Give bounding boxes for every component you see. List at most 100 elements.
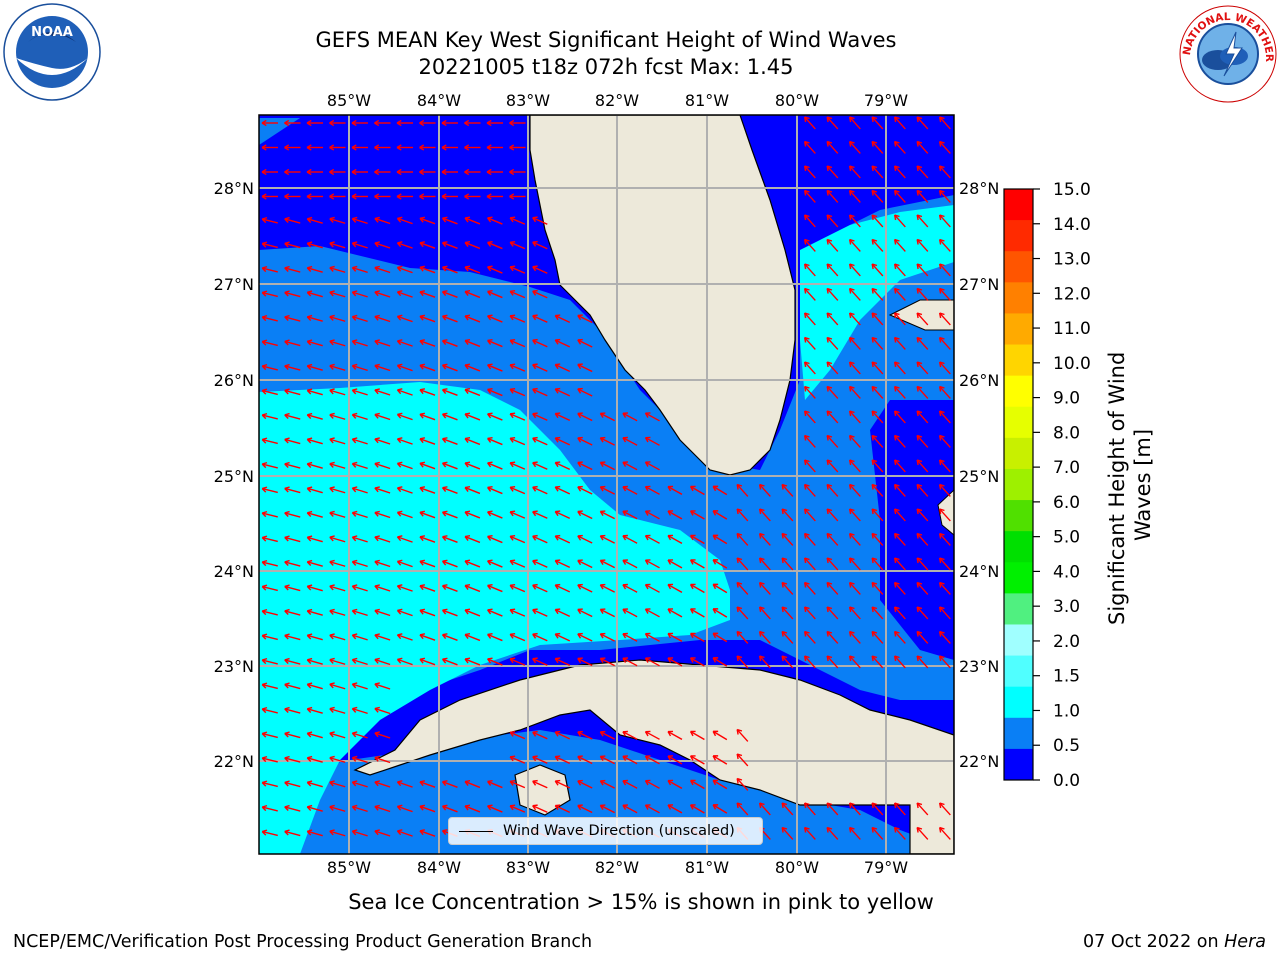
- wind-arrow-head: [284, 216, 290, 224]
- wind-arrow: [464, 511, 481, 519]
- wind-arrow-head: [803, 140, 810, 147]
- wind-arrow-head: [781, 606, 788, 613]
- wind-arrow-head: [781, 630, 788, 637]
- wind-arrow-head: [306, 510, 313, 517]
- wind-arrow-head: [374, 657, 380, 664]
- wind-arrow-head: [916, 655, 923, 662]
- wind-arrow: [939, 606, 951, 620]
- colorbar-segment: [1004, 189, 1033, 221]
- wind-arrow-head: [916, 802, 923, 809]
- wind-arrow-head: [803, 214, 810, 221]
- wind-arrow-head: [351, 241, 358, 248]
- wind-arrow-head: [419, 780, 426, 787]
- wind-arrow-head: [441, 535, 448, 542]
- wind-arrow: [916, 214, 929, 228]
- wind-arrow-head: [374, 144, 380, 151]
- wind-arrow-head: [329, 706, 335, 713]
- wind-arrow-head: [441, 339, 448, 346]
- wind-arrow-head: [554, 755, 561, 762]
- wind-arrow: [645, 657, 660, 667]
- wind-arrow: [600, 657, 615, 667]
- wind-arrow-head: [938, 459, 945, 466]
- wind-arrow: [262, 463, 278, 469]
- wind-arrow: [397, 242, 413, 249]
- chart-subtitle: 20221005 t18z 072h fcst Max: 1.45: [418, 55, 794, 79]
- wind-arrow-head: [893, 214, 900, 221]
- wind-arrow-head: [509, 193, 515, 200]
- wind-arrow-head: [622, 461, 628, 467]
- wind-arrow-head: [351, 559, 358, 566]
- wind-arrow: [849, 116, 861, 130]
- wind-arrow-head: [487, 486, 493, 492]
- wind-arrow: [554, 486, 571, 495]
- wind-arrow-head: [396, 584, 403, 591]
- wind-arrow: [464, 535, 481, 544]
- wind-arrow: [352, 683, 368, 690]
- wind-arrow: [826, 606, 839, 620]
- wind-arrow: [554, 461, 571, 471]
- wind-arrow-head: [622, 779, 628, 786]
- wind-arrow-head: [848, 140, 855, 147]
- wind-arrow: [826, 459, 839, 473]
- wind-arrow-head: [644, 657, 651, 663]
- wind-arrow-head: [509, 559, 516, 566]
- wind-arrow-head: [464, 657, 471, 664]
- wind-arrow-head: [554, 461, 561, 468]
- colorbar-frame: [1003, 188, 1034, 781]
- wind-arrow: [939, 263, 951, 277]
- wind-arrow: [939, 484, 951, 497]
- wind-arrow-head: [329, 486, 335, 493]
- wind-arrow: [871, 337, 884, 350]
- wind-arrow-head: [419, 657, 426, 664]
- wind-arrow-head: [532, 314, 538, 321]
- wind-arrow-head: [893, 287, 900, 294]
- wind-arrow-head: [916, 508, 923, 515]
- wind-arrow: [939, 141, 951, 154]
- wind-arrow: [262, 708, 278, 714]
- colorbar-tick-label: 3.0: [1053, 597, 1080, 617]
- wind-arrow: [284, 757, 301, 763]
- wind-arrow-head: [464, 119, 470, 127]
- wind-arrow-head: [261, 265, 268, 273]
- wind-arrow-head: [826, 336, 833, 343]
- wind-arrow-head: [329, 388, 335, 395]
- wind-arrow-head: [419, 584, 426, 591]
- wind-arrow-head: [667, 804, 674, 810]
- wind-arrow-head: [916, 630, 923, 637]
- wind-arrow-head: [329, 314, 335, 321]
- wind-arrow: [577, 314, 593, 324]
- wind-arrow: [464, 290, 481, 299]
- wind-arrow-head: [419, 290, 426, 297]
- wind-arrow-head: [396, 633, 403, 640]
- wind-arrow-head: [736, 802, 743, 809]
- wind-arrow-head: [532, 559, 538, 566]
- wind-arrow: [487, 780, 503, 789]
- wind-arrow-head: [441, 241, 448, 248]
- colorbar-tick-label: 12.0: [1053, 284, 1091, 304]
- wind-arrow: [577, 559, 593, 569]
- wind-arrow-head: [938, 214, 945, 221]
- bahamas-land: [888, 299, 954, 331]
- wind-arrow: [374, 340, 391, 347]
- wind-arrow-head: [464, 144, 470, 151]
- wind-arrow-head: [667, 559, 674, 565]
- lon-label-bottom: 81°W: [685, 858, 729, 877]
- wind-arrow: [554, 339, 571, 348]
- wind-arrow: [916, 263, 929, 277]
- wind-arrow: [352, 536, 368, 543]
- wind-arrow-head: [577, 804, 583, 811]
- wind-arrow-head: [758, 606, 765, 613]
- wind-arrow: [397, 560, 413, 568]
- colorbar-segment: [1004, 313, 1033, 346]
- wind-arrow-head: [261, 412, 268, 420]
- wind-arrow-head: [712, 534, 719, 541]
- wind-arrow-head: [441, 168, 447, 176]
- wind-arrow: [532, 560, 548, 568]
- wind-arrow-head: [419, 265, 426, 272]
- wind-arrow-head: [351, 290, 358, 297]
- wind-arrow: [939, 190, 951, 203]
- wind-arrow-head: [554, 412, 561, 419]
- wind-arrow-head: [644, 485, 651, 492]
- wind-arrow: [781, 533, 794, 546]
- wind-arrow-head: [532, 387, 538, 394]
